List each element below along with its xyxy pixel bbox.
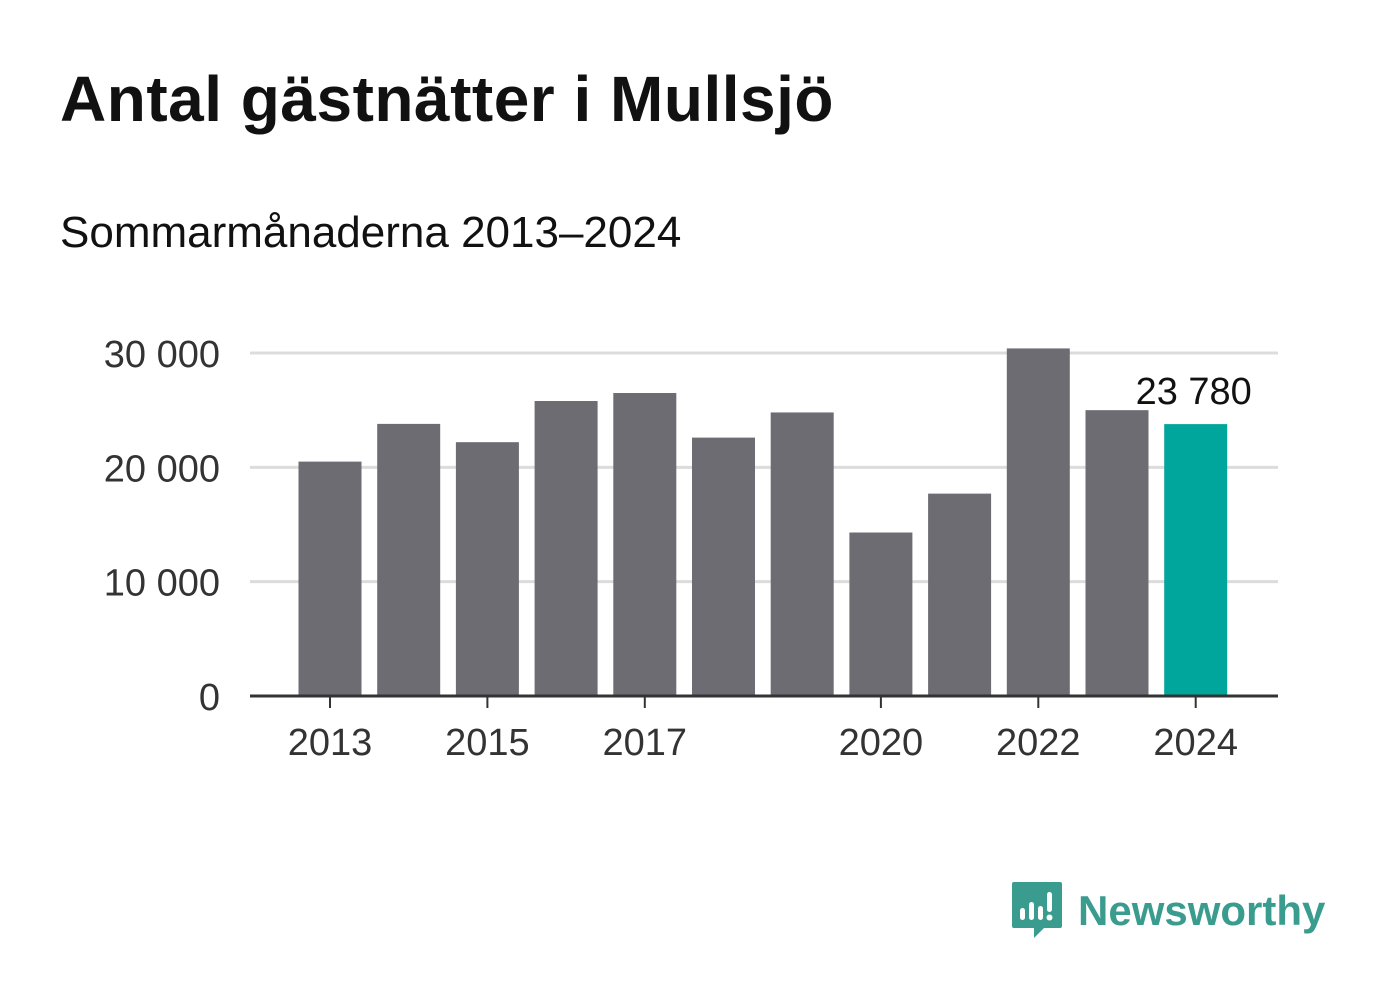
chart-title: Antal gästnätter i Mullsjö (60, 63, 834, 135)
y-tick-label: 30 000 (104, 334, 220, 376)
bar (849, 532, 913, 696)
x-tick-label: 2024 (1153, 722, 1238, 764)
y-tick-label: 10 000 (104, 563, 220, 605)
newsworthy-brand: Newsworthy (1010, 880, 1325, 942)
x-tick-label: 2022 (996, 722, 1081, 764)
bar (298, 461, 362, 696)
bar (377, 423, 441, 696)
newsworthy-logo-icon (1012, 882, 1062, 938)
bar-value-label: 23 780 (1136, 371, 1252, 413)
labels: 0 10 000 20 000 30 000 23 780 2013 2015 2017 202… (104, 334, 1252, 764)
bar (928, 493, 992, 696)
bar-highlight (1164, 424, 1228, 696)
bar (1006, 348, 1070, 696)
y-tick-label: 20 000 (104, 448, 220, 490)
x-tick-label: 2015 (445, 722, 530, 764)
bar (613, 393, 677, 696)
bar (534, 401, 598, 696)
bar (455, 442, 519, 696)
brand-name: Newsworthy (1078, 887, 1326, 934)
x-tick-label: 2017 (603, 722, 688, 764)
x-tick-label: 2013 (288, 722, 373, 764)
y-tick-label: 0 (199, 677, 220, 719)
axes (250, 694, 1278, 708)
chart-subtitle: Sommarmånaderna 2013–2024 (60, 208, 682, 257)
bar (692, 437, 755, 696)
bar (770, 412, 834, 696)
bars (298, 348, 1228, 696)
bar (1085, 410, 1149, 696)
x-tick-label: 2020 (839, 722, 924, 764)
